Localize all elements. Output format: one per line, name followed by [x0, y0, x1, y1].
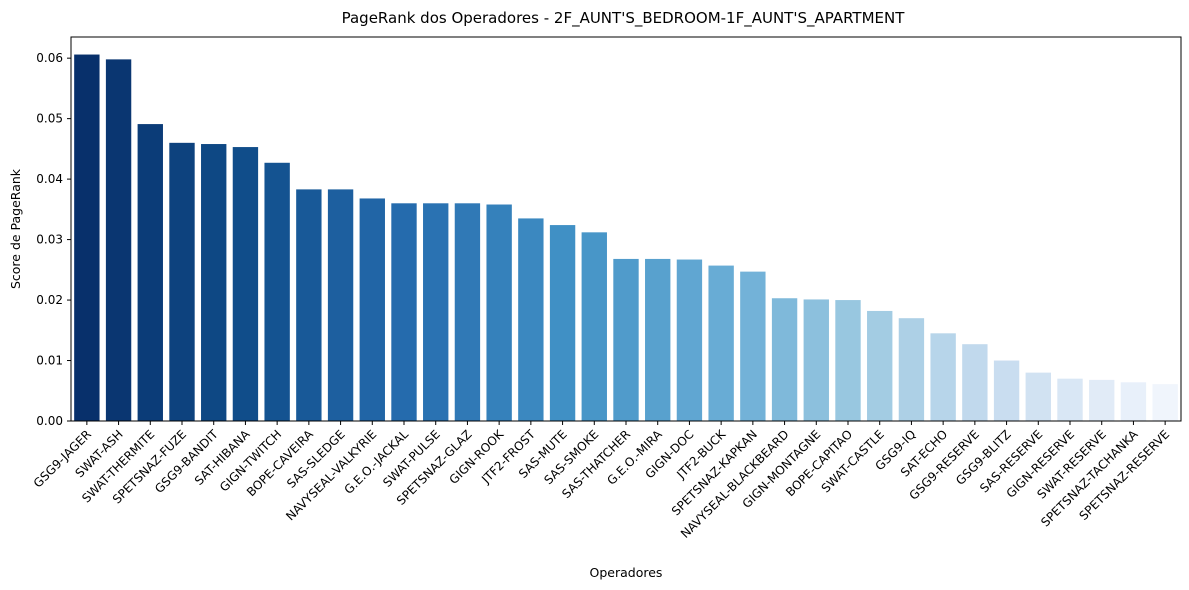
bar-gign-montagne: [803, 299, 829, 421]
y-axis-label: Score de PageRank: [8, 168, 23, 289]
bar-gsg9-blitz: [993, 360, 1020, 421]
bar-bope-caveira: [296, 189, 322, 421]
chart-title: PageRank dos Operadores - 2F_AUNT'S_BEDR…: [342, 9, 906, 28]
bar-gsg9-reserve: [962, 344, 988, 421]
bar-gign-rook: [486, 204, 512, 421]
y-tick-label: 0.05: [36, 112, 63, 126]
bar-swat-castle: [867, 310, 893, 421]
y-tick-label: 0.06: [36, 51, 63, 65]
bar-swat-pulse: [423, 203, 449, 421]
bar-sas-reserve: [1025, 372, 1051, 421]
bar-g-e-o-mira: [645, 258, 671, 421]
bar-bope-capitao: [835, 300, 861, 421]
bar-navyseal-valkyrie: [359, 198, 385, 421]
bar-spetsnaz-kapkan: [740, 271, 766, 421]
y-tick-label: 0.04: [36, 172, 63, 186]
bar-sat-hibana: [232, 147, 259, 421]
bar-sas-smoke: [581, 232, 607, 421]
bar-gign-twitch: [264, 162, 290, 421]
bar-swat-reserve: [1089, 379, 1115, 421]
bar-sas-thatcher: [613, 258, 639, 421]
bar-gsg9-iq: [898, 318, 925, 421]
bars-group: [74, 54, 1178, 422]
bar-spetsnaz-glaz: [454, 203, 481, 421]
x-axis-label: Operadores: [590, 565, 663, 580]
bar-jtf2-frost: [518, 218, 544, 421]
bar-sas-mute: [549, 225, 576, 421]
bar-sas-sledge: [327, 189, 354, 421]
y-tick-label: 0.00: [36, 414, 63, 428]
y-tick-label: 0.02: [36, 293, 63, 307]
bar-swat-thermite: [137, 124, 163, 421]
bar-spetsnaz-fuze: [169, 142, 195, 421]
y-tick-label: 0.03: [36, 233, 63, 247]
bar-g-e-o-jackal: [391, 203, 417, 421]
y-axis: 0.00 0.01 0.02 0.03 0.04 0.05 0.06: [36, 51, 71, 428]
bar-gsg9-jager: [74, 54, 100, 421]
bar-gign-reserve: [1057, 378, 1083, 421]
bar-gsg9-bandit: [201, 144, 227, 422]
bar-navyseal-blackbeard: [771, 298, 798, 421]
x-axis: GSG9-JAGERSWAT-ASHSWAT-THERMITESPETSNAZ-…: [31, 421, 1172, 541]
bar-spetsnaz-reserve: [1152, 384, 1178, 421]
y-tick-label: 0.01: [36, 354, 63, 368]
bar-sat-echo: [930, 333, 956, 421]
bar-swat-ash: [105, 59, 132, 422]
bar-jtf2-buck: [708, 265, 734, 421]
plot-frame: [70, 36, 1182, 422]
bar-spetsnaz-tachanka: [1120, 382, 1147, 421]
bar-gign-doc: [676, 259, 703, 421]
